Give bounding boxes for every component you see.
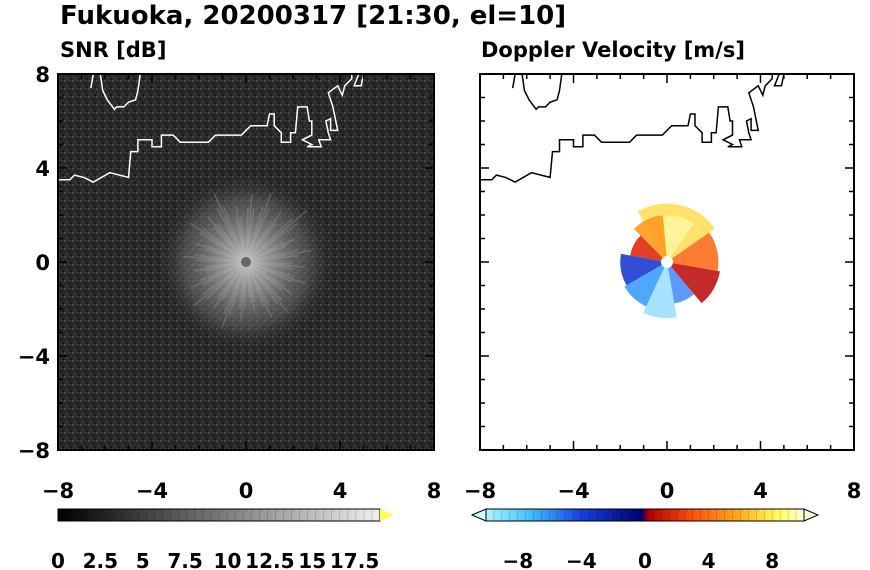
doppler-colorbar-tick-label: 8: [765, 549, 779, 570]
doppler-x-tick-label: 8: [847, 479, 862, 503]
snr-x-tick-label: 4: [333, 479, 348, 503]
doppler-colorbar-extend-high: [803, 508, 820, 522]
doppler-sector: [633, 215, 667, 262]
snr-colorbar-ticks: 0 2.5 5 7.5 10 12.5 15 17.5: [51, 509, 379, 570]
figure-title: Fukuoka, 20200317 [21:30, el=10]: [60, 1, 566, 31]
doppler-panel-title: Doppler Velocity [m/s]: [481, 38, 745, 62]
snr-colorbar-tick-label: 12.5: [245, 549, 294, 570]
doppler-sector: [630, 235, 667, 262]
doppler-panel: Doppler Velocity [m/s] −8 −4 0 4 8 −8 −4 0 4 8: [464, 38, 861, 570]
snr-colorbar-tick-label: 17.5: [330, 549, 379, 570]
doppler-sector: [667, 262, 720, 304]
doppler-radar-site-marker: [661, 256, 673, 268]
doppler-colorbar-tick-label: 4: [702, 549, 716, 570]
snr-coastline-segment: [58, 73, 365, 183]
doppler-x-tick-label: −4: [557, 479, 589, 503]
doppler-x-tick-label: 0: [660, 479, 675, 503]
snr-colorbar-tick-label: 7.5: [167, 549, 202, 570]
snr-y-tick-label: −8: [18, 439, 50, 463]
snr-y-tick-label: 4: [35, 157, 50, 181]
doppler-x-tick-label: 4: [753, 479, 768, 503]
snr-x-tick-label: 8: [427, 479, 442, 503]
doppler-sector: [667, 262, 695, 304]
radar-site-marker: [241, 257, 251, 267]
snr-x-tick-label: 0: [239, 479, 254, 503]
doppler-axis-ticks: −8 −4 0 4 8: [464, 73, 862, 503]
snr-colorbar-tick-label: 10: [214, 549, 242, 570]
doppler-coastline-segment: [480, 73, 785, 183]
doppler-colorbar-ticks: −8 −4 0 4 8: [493, 509, 797, 570]
snr-y-tick-label: 0: [35, 251, 50, 275]
snr-colorbar-extend-arrow: [380, 509, 394, 521]
doppler-sector: [620, 253, 667, 286]
doppler-x-tick-label: −8: [464, 479, 496, 503]
snr-colorbar: 0 2.5 5 7.5 10 12.5 15 17.5: [51, 508, 394, 570]
doppler-sector: [667, 232, 719, 271]
snr-colorbar-tick-label: 2.5: [83, 549, 118, 570]
doppler-echo-sectors: [620, 203, 720, 319]
snr-axis-ticks: −8 −4 0 4 8 8 4 0 −4 −8: [18, 63, 442, 503]
doppler-sector: [662, 215, 694, 262]
doppler-colorbar-tick-label: −8: [502, 549, 533, 570]
doppler-colorbar: −8 −4 0 4 8: [470, 508, 820, 570]
snr-colorbar-tick-label: 0: [51, 549, 65, 570]
snr-x-tick-label: −8: [42, 479, 74, 503]
doppler-sector: [624, 262, 667, 307]
snr-y-tick-label: −4: [18, 345, 50, 369]
doppler-colorbar-tick-label: 0: [638, 549, 652, 570]
snr-x-tick-label: −4: [136, 479, 168, 503]
snr-colorbar-tick-label: 5: [136, 549, 150, 570]
snr-colorbar-tick-label: 15: [298, 549, 326, 570]
doppler-sector: [643, 262, 677, 319]
snr-panel-title: SNR [dB]: [60, 38, 166, 62]
snr-y-tick-label: 8: [35, 63, 50, 87]
snr-panel: SNR [dB] −8 −4 0 4 8 8 4 0 −4 −8 0 2.5 5 7.5 10 12.5 15…: [18, 38, 442, 570]
doppler-colorbar-extend-low: [470, 508, 487, 522]
doppler-colorbar-tick-label: −4: [566, 549, 597, 570]
